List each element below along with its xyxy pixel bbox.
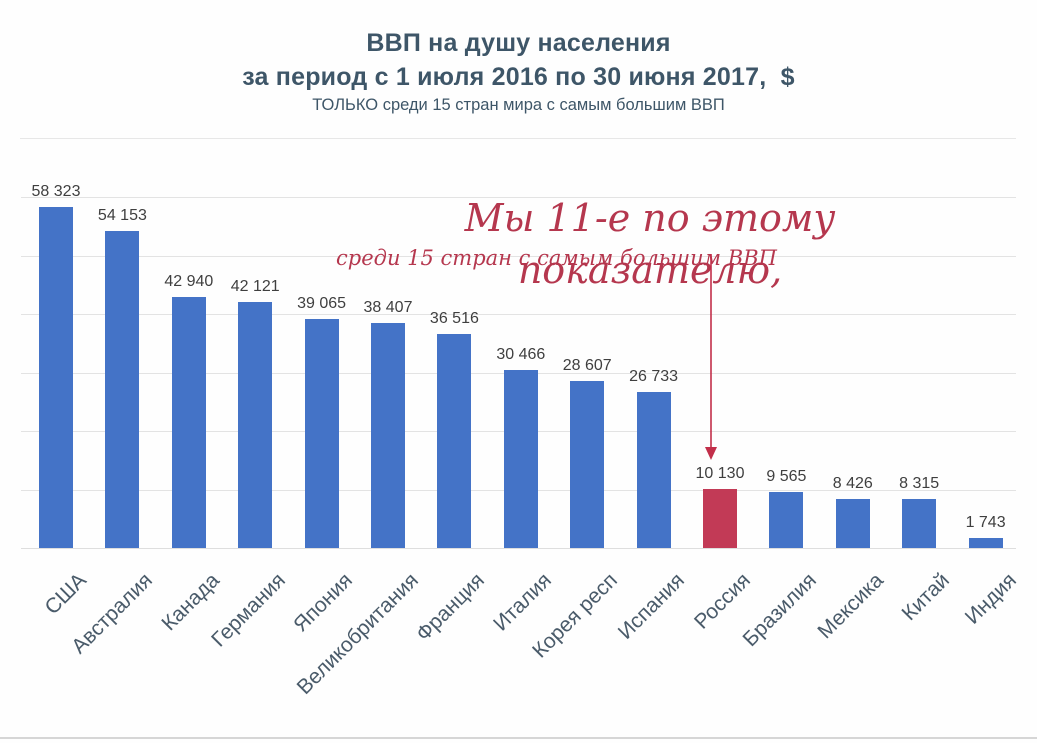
bar-Япония [304, 319, 339, 548]
bar-Германия [238, 302, 273, 548]
value-label-Германия: 42 121 [230, 278, 280, 295]
value-label-Франция: 36 516 [429, 310, 479, 327]
value-label-Мексика: 8 426 [832, 475, 873, 492]
value-label-Россия: 10 130 [695, 465, 745, 482]
bar-Франция [437, 334, 472, 548]
value-label-Китай: 8 315 [899, 475, 940, 492]
value-label-Япония: 39 065 [297, 295, 347, 312]
bar-Великобритания [371, 323, 405, 548]
value-label-Великобритания: 38 407 [363, 299, 413, 316]
bar-Мексика [835, 499, 870, 548]
value-label-США: 58 323 [31, 183, 81, 200]
bar-Испания [636, 392, 671, 548]
bar-Корея респ [570, 381, 605, 548]
arrow-down-icon [705, 254, 717, 460]
header-separator-line [20, 138, 1016, 139]
chart-title-line1: ВВП на душу населения [366, 29, 671, 57]
value-label-Индия: 1 743 [965, 514, 1006, 531]
annotation-rank-text: Мы 11-е по этому показателю, [464, 196, 836, 292]
gridline-50000 [21, 255, 1016, 257]
bottom-border-line [0, 737, 1037, 739]
value-label-Австралия: 54 153 [97, 207, 147, 224]
bar-Индия [968, 538, 1003, 548]
chart-subtitle: ТОЛЬКО среди 15 стран мира с самым больш… [312, 96, 725, 114]
value-label-Испания: 26 733 [629, 368, 679, 385]
x-axis-line [21, 548, 1016, 549]
chart-title: ВВП на душу населения за период с 1 июля… [0, 26, 1037, 94]
gridline-40000 [21, 314, 1016, 315]
bar-Бразилия [769, 492, 804, 548]
value-label-Корея респ: 28 607 [562, 357, 612, 374]
value-label-Бразилия: 9 565 [766, 468, 807, 485]
bar-Италия [503, 370, 538, 548]
value-label-Канада: 42 940 [164, 273, 214, 290]
bar-Китай [902, 499, 937, 548]
bar-США [39, 207, 73, 548]
chart-title-line2: за период с 1 июля 2016 по 30 июня 2017,… [242, 63, 795, 91]
bar-Канада [171, 297, 206, 548]
gridline-60000 [21, 197, 1016, 198]
value-label-Италия: 30 466 [496, 346, 546, 363]
bar-Австралия [105, 231, 140, 548]
bar-Россия [703, 489, 737, 548]
annotation-subtext: среди 15 стран с самым большим ВВП [336, 246, 777, 270]
